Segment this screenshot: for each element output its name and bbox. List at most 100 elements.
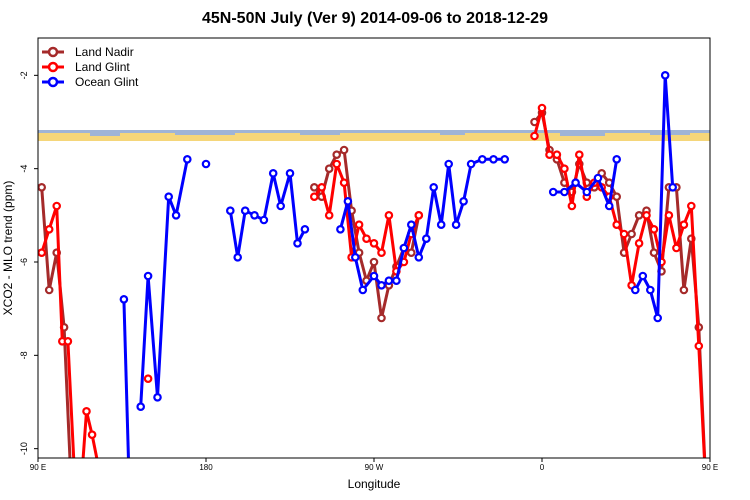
series-1-point-3-12 <box>619 229 629 239</box>
series-1-point-2-14 <box>414 211 424 220</box>
series-1-point-2-10 <box>384 211 394 220</box>
series-2-point-5-2 <box>571 178 580 188</box>
series-2-point-5-6 <box>612 155 622 164</box>
series-1-point-0-2 <box>52 201 62 211</box>
series-2-point-3-6 <box>276 201 286 211</box>
series-1-point-3-22 <box>694 341 704 351</box>
series-2-point-6-2 <box>645 285 655 295</box>
series-2-point-5-0 <box>548 187 558 197</box>
series-2-point-4-5 <box>377 280 386 290</box>
series-0-point-1-13 <box>406 248 416 258</box>
series-1-point-3-15 <box>642 211 651 220</box>
world-map-strip <box>38 130 710 141</box>
series-1-point-3-5 <box>567 201 577 211</box>
series-2-point-4-9 <box>406 220 416 230</box>
series-1 <box>38 103 706 498</box>
series-2-point-5-4 <box>593 173 603 183</box>
series-2-point-3-7 <box>285 169 295 178</box>
plot-frame <box>37 37 711 459</box>
series-2-point-1-1 <box>143 271 153 281</box>
series-1-point-3-0 <box>530 131 539 141</box>
series-2-point-3-8 <box>293 239 302 248</box>
series-1-point-0-10 <box>100 492 106 498</box>
series-2-point-6-3 <box>653 313 663 323</box>
y-tick-label-3: -8 <box>19 351 29 359</box>
series-2-point-4-15 <box>451 220 461 230</box>
series-2-point-5-3 <box>582 187 592 197</box>
series-0-point-1-4 <box>339 145 349 155</box>
series-1-point-0-5 <box>72 488 78 494</box>
series-1-point-2-0 <box>309 192 319 202</box>
series-1-point-1-0 <box>143 374 153 384</box>
series-1-point-3-19 <box>672 243 681 253</box>
series-2-point-4-7 <box>392 276 401 286</box>
series-0-point-2-14 <box>634 211 644 220</box>
series-0-point-1-8 <box>369 257 379 267</box>
series-2-point-4-16 <box>459 197 468 206</box>
series-0-point-1-0 <box>309 183 319 192</box>
series-2-point-2-0 <box>201 159 211 169</box>
series-1-point-2-7 <box>362 234 371 244</box>
series-1-point-2-6 <box>354 220 364 230</box>
series-1-point-0-0 <box>38 248 46 257</box>
series-1-point-3-6 <box>574 150 584 160</box>
series-1-point-2-9 <box>377 248 386 258</box>
series-2-point-4-19 <box>489 155 498 164</box>
legend-label-2: Ocean Glint <box>75 75 139 89</box>
series-2-point-3-5 <box>268 169 278 178</box>
series-2-line-7 <box>729 299 735 495</box>
series-1-point-3-3 <box>552 150 562 160</box>
series-2-point-4-3 <box>358 285 368 295</box>
series-2-point-3-9 <box>300 225 310 234</box>
legend-marker-0 <box>47 46 59 58</box>
series-2-point-1-4 <box>171 211 181 220</box>
series-2-point-7-0 <box>726 296 732 302</box>
series-2-point-1-5 <box>183 155 192 164</box>
series-2-line-3 <box>228 171 307 259</box>
series-2-point-4-1 <box>343 197 353 206</box>
series-1-point-2-2 <box>324 211 334 220</box>
series-2-line-8 <box>746 159 750 406</box>
y-tick-label-4: -10 <box>19 442 29 455</box>
series-2-point-3-1 <box>233 252 243 262</box>
series-0-point-1-3 <box>332 150 342 160</box>
series-2-point-4-2 <box>350 252 360 262</box>
series-1-point-3-1 <box>537 103 547 113</box>
series-2-point-4-14 <box>444 159 454 169</box>
series-1-point-3-21 <box>686 201 696 211</box>
series-2-point-4-11 <box>421 234 431 244</box>
series-1-point-3-4 <box>560 164 569 174</box>
x-axis: 90 E 180 90 W 0 90 E <box>30 458 718 472</box>
y-tick-label-1: -4 <box>19 165 29 173</box>
x-tick-label-3: 0 <box>540 463 545 472</box>
series-2-point-4-12 <box>429 183 439 192</box>
y-tick-label-2: -6 <box>19 258 29 266</box>
series-2-point-6-0 <box>630 285 640 295</box>
x-tick-label-1: 180 <box>199 463 213 472</box>
series-0-point-2-23 <box>703 492 709 498</box>
series-0-point-0-4 <box>68 492 74 498</box>
series-2-point-1-3 <box>164 192 174 202</box>
series-0-line-2 <box>533 111 707 458</box>
series-2-point-3-0 <box>226 206 235 216</box>
legend-label-1: Land Glint <box>75 60 130 74</box>
series-2-line-0 <box>122 299 130 458</box>
series-2-point-0-1 <box>126 492 132 498</box>
series-0-point-1-9 <box>377 313 386 323</box>
x-tick-label-2: 90 W <box>365 463 384 472</box>
series-1-point-3-14 <box>634 239 644 248</box>
series-0-point-0-0 <box>38 183 46 192</box>
y-axis: -2 -4 -6 -8 -10 <box>19 71 38 455</box>
series-2-point-5-1 <box>560 187 569 197</box>
series-2-point-5-5 <box>604 201 614 211</box>
series-1-point-0-9 <box>95 460 101 466</box>
series-1-line-0 <box>40 204 99 458</box>
series-0-point-2-16 <box>649 248 659 258</box>
series-2-point-4-0 <box>336 225 345 234</box>
series-1-point-3-18 <box>664 211 674 220</box>
series-0 <box>38 108 709 498</box>
series-1-point-2-3 <box>332 159 342 169</box>
series-2-point-4-20 <box>500 155 510 164</box>
